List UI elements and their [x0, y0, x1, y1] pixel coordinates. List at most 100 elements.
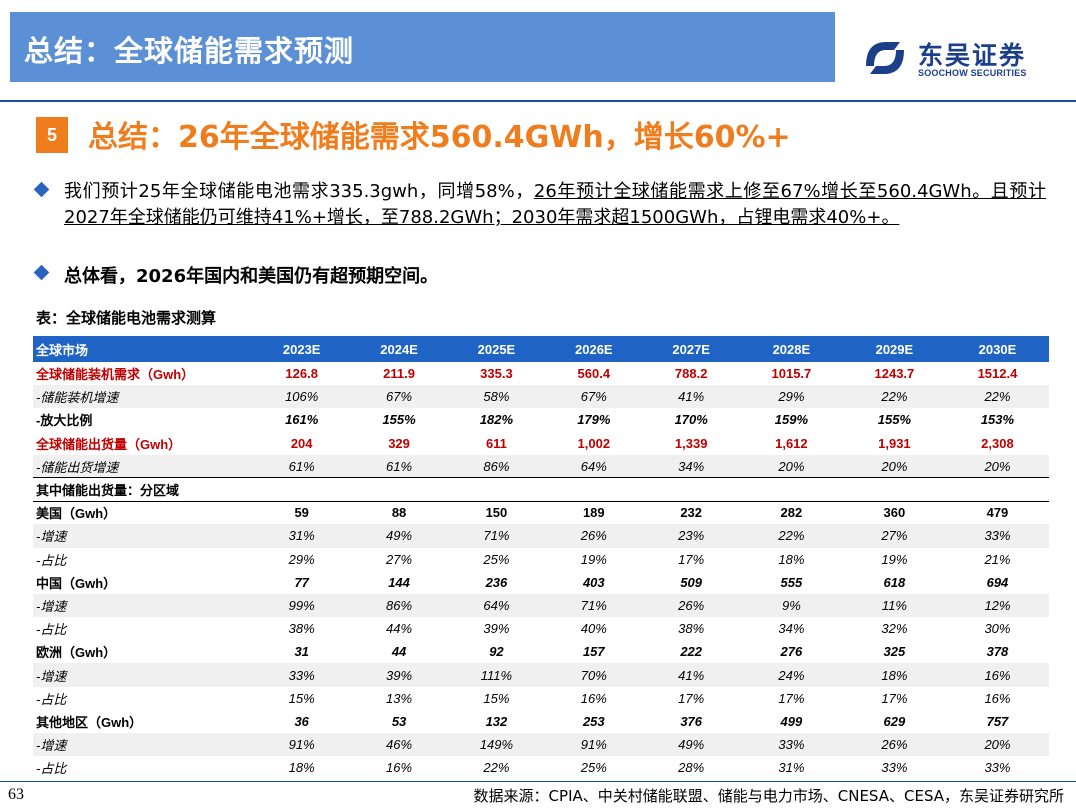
value-cell: 58%	[447, 385, 546, 409]
table-row: 其他地区（Gwh） 36 53 132 253 376 499 629 757	[33, 710, 1049, 733]
value-cell: 33%	[945, 524, 1049, 548]
value-cell: 64%	[447, 593, 546, 618]
value-cell: 329	[388, 435, 410, 451]
value-cell: 71%	[447, 524, 546, 548]
bullet-demand-forecast: 我们预计25年全球储能电池需求335.3gwh，同增58%，26年预计全球储能需…	[33, 179, 1046, 231]
value-cell: 41%	[642, 385, 740, 409]
table-row: -增速 31% 49% 71% 26% 23% 22% 27% 33%	[33, 524, 1049, 548]
row-label-cell: 欧洲（Gwh）	[36, 645, 117, 661]
value-cell: 499	[780, 713, 803, 729]
value-cell: 34%	[778, 621, 805, 637]
bullet-outlook: 总体看，2026年国内和美国仍有超预期空间。	[33, 262, 438, 288]
value-cell: 17%	[778, 690, 805, 706]
value-cell: 157	[582, 644, 605, 660]
value-cell: 153%	[980, 412, 1015, 428]
value-cell: 232	[642, 500, 740, 525]
value-cell: 222	[680, 644, 703, 660]
value-cell: 144	[388, 574, 410, 590]
footer-divider	[0, 781, 1076, 782]
value-cell: 40%	[580, 621, 607, 637]
value-cell: 61%	[350, 454, 448, 478]
value-cell: 18%	[842, 663, 946, 687]
value-cell: 170%	[674, 412, 708, 428]
value-cell: 161%	[285, 412, 319, 428]
value-cell: 26%	[842, 733, 946, 757]
value-cell: 77	[294, 574, 309, 590]
table-header-row: 全球市场 2023E 2024E 2025E 2026E 2027E 2028E…	[33, 336, 1049, 362]
value-cell: 49%	[350, 524, 448, 548]
value-cell: 39%	[350, 663, 448, 687]
value-cell: 22%	[945, 385, 1049, 409]
value-cell: 182%	[479, 412, 514, 428]
value-cell: 17%	[881, 690, 908, 706]
value-cell: 335.3	[480, 366, 513, 382]
table-row: 中国（Gwh） 77 144 236 403 509 555 618 694	[33, 571, 1049, 594]
row-label-cell: -放大比例	[36, 413, 93, 429]
header-cell: 2026E	[545, 336, 643, 362]
table-row: -占比 38% 44% 39% 40% 38% 34% 32% 30%	[33, 617, 1049, 640]
table-row: 全球储能装机需求（Gwh） 126.8 211.9 335.3 560.4 788.2 10…	[33, 362, 1049, 385]
row-label-cell: -储能出货增速	[33, 454, 253, 478]
value-cell: 560.4	[577, 366, 611, 382]
value-cell: 44	[391, 644, 407, 660]
title-bar: 总结：全球储能需求预测	[10, 12, 835, 82]
value-cell: 19%	[881, 551, 908, 567]
value-cell: 629	[883, 713, 906, 729]
value-cell: 36	[294, 713, 309, 729]
value-cell: 149%	[447, 733, 546, 757]
value-cell: 376	[680, 713, 703, 729]
value-cell: 16%	[984, 690, 1011, 706]
value-cell: 29%	[288, 551, 315, 567]
row-label-cell: -占比	[36, 552, 67, 568]
value-cell: 99%	[253, 593, 351, 618]
value-cell: 276	[780, 644, 803, 660]
header-cell: 2024E	[350, 336, 448, 362]
value-cell: 757	[986, 713, 1009, 729]
value-cell: 479	[945, 500, 1049, 525]
value-cell: 22%	[739, 524, 843, 548]
header-cell: 2029E	[842, 336, 946, 362]
value-cell: 39%	[483, 621, 510, 637]
value-cell: 31%	[253, 524, 351, 548]
value-cell: 41%	[642, 663, 740, 687]
value-cell: 19%	[580, 551, 607, 567]
value-cell: 22%	[842, 385, 946, 409]
section-number-badge: 5	[36, 117, 68, 153]
value-cell: 46%	[350, 733, 448, 757]
table-row: -放大比例 161% 155% 182% 179% 170% 159% 155% 153%	[33, 408, 1049, 431]
value-cell: 12%	[945, 593, 1049, 618]
value-cell: 23%	[642, 524, 740, 548]
value-cell: 2,308	[981, 435, 1014, 451]
value-cell: 25%	[580, 760, 607, 776]
value-cell: 618	[883, 574, 906, 590]
value-cell: 132	[485, 713, 508, 729]
value-cell: 15%	[483, 690, 510, 706]
value-cell: 67%	[350, 385, 448, 409]
value-cell: 33%	[253, 663, 351, 687]
table-row: -占比 15% 13% 15% 16% 17% 17% 17% 16%	[33, 687, 1049, 710]
value-cell: 28%	[678, 760, 705, 776]
logo-name: 东吴证券	[918, 41, 1027, 70]
value-cell: 17%	[678, 551, 705, 567]
value-cell: 378	[986, 644, 1009, 660]
value-cell: 44%	[386, 621, 413, 637]
value-cell: 34%	[642, 454, 740, 478]
value-cell: 53	[391, 713, 407, 729]
table-row: 全球储能出货量（Gwh） 204 329 611 1,002 1,339 1,612 1,93…	[33, 432, 1049, 455]
header-cell: 2025E	[447, 336, 546, 362]
value-cell: 20%	[739, 454, 843, 478]
value-cell: 30%	[984, 621, 1011, 637]
value-cell: 179%	[577, 412, 611, 428]
value-cell: 88	[350, 500, 448, 525]
value-cell: 325	[883, 644, 906, 660]
value-cell: 150	[447, 500, 546, 525]
row-label-cell: -增速	[33, 663, 253, 687]
table-caption: 表：全球储能电池需求测算	[36, 309, 217, 327]
table-row: -储能装机增速 106% 67% 58% 67% 41% 29% 22% 22%	[33, 385, 1049, 409]
value-cell: 611	[485, 435, 507, 451]
value-cell: 17%	[678, 690, 705, 706]
value-cell: 16%	[580, 690, 607, 706]
bullet-text-underlined: 26年预计全球储能需求上修至67%增长至560.4GWh。且预计2027年全球储…	[64, 181, 1046, 228]
bullet-text-plain: 我们预计25年全球储能电池需求335.3gwh，同增58%，	[64, 181, 534, 202]
value-cell: 555	[780, 574, 803, 590]
